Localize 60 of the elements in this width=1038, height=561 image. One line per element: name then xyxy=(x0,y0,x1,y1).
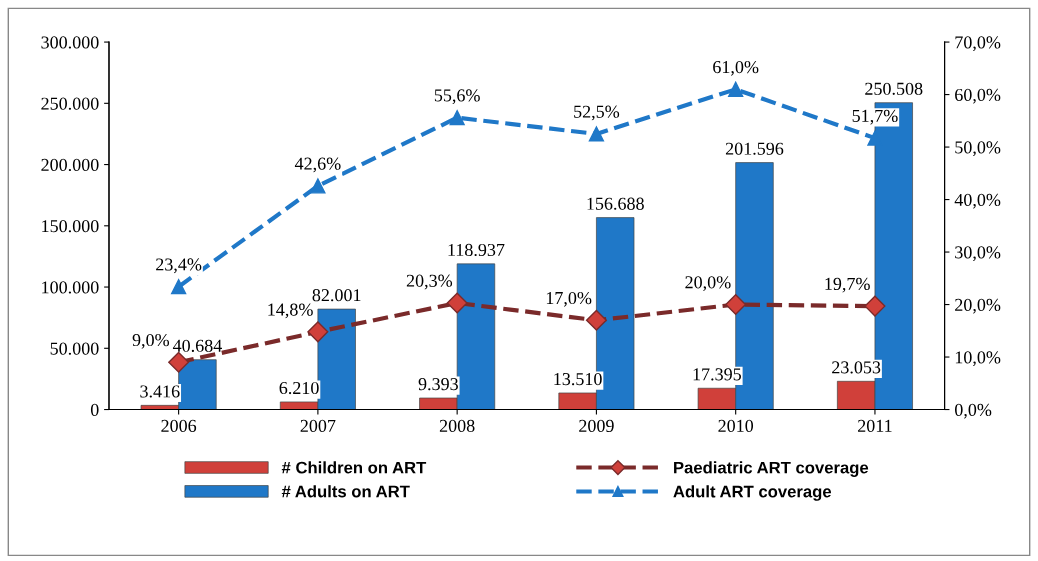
point xyxy=(585,309,607,331)
data-label: 250.508 xyxy=(865,82,923,95)
data-label: 9.393 xyxy=(418,378,458,391)
y-tick-label: 0 xyxy=(90,403,99,416)
x-tick-label: 2006 xyxy=(161,419,197,432)
data-label: 201.596 xyxy=(725,142,784,155)
y2-tick-label: 70,0% xyxy=(955,36,1001,52)
data-label: 9,0% xyxy=(132,333,170,349)
x-tick-label: 2011 xyxy=(858,419,892,432)
y-tick-label: 300.000 xyxy=(41,36,99,49)
data-label: 61,0% xyxy=(713,60,759,76)
data-label: 3.416 xyxy=(140,385,180,398)
y-tick-label: 250.000 xyxy=(41,97,99,110)
data-label: 40.684 xyxy=(172,339,222,352)
y-tick-label: 50.000 xyxy=(50,342,99,355)
data-label: 20,0% xyxy=(685,276,731,291)
data-label: 23.053 xyxy=(832,361,881,374)
point xyxy=(446,292,468,314)
legend-label: # Adults on ART xyxy=(281,485,410,498)
y2-tick-label: 50,0% xyxy=(955,141,1001,157)
y-tick-label: 150.000 xyxy=(42,220,99,233)
data-label: 55,6% xyxy=(434,89,480,105)
data-label: 156.688 xyxy=(587,197,644,210)
legend-label: # Children on ART xyxy=(281,461,427,474)
point xyxy=(864,295,886,317)
legend-label: Adult ART coverage xyxy=(673,485,832,501)
data-label: 42,6% xyxy=(294,157,341,173)
data-label: 82.001 xyxy=(312,289,361,302)
point xyxy=(310,178,326,194)
data-label: 23,4% xyxy=(156,258,202,274)
legend-label: Paediatric ART coverage xyxy=(674,461,869,477)
point xyxy=(168,351,190,373)
point xyxy=(307,321,329,343)
data-label: 17,0% xyxy=(546,291,592,307)
data-label: 52,5% xyxy=(574,105,620,121)
y2-tick-label: 0,0% xyxy=(954,403,992,419)
data-label: 6.210 xyxy=(279,381,319,395)
data-label: 13.510 xyxy=(554,372,602,386)
y2-tick-label: 20,0% xyxy=(955,298,1001,314)
point xyxy=(588,126,605,142)
data-label: 118.937 xyxy=(448,243,505,257)
x-tick-label: 2007 xyxy=(300,419,336,432)
data-label: 51,7% xyxy=(852,109,898,125)
point xyxy=(170,279,187,295)
y-tick-label: 200.000 xyxy=(41,158,99,172)
data-label: 20,3% xyxy=(406,274,453,290)
y2-tick-label: 30,0% xyxy=(955,246,1001,262)
data-label: 19,7% xyxy=(825,277,870,293)
data-label: 14,8% xyxy=(268,303,313,319)
y2-tick-label: 10,0% xyxy=(955,351,1001,367)
y2-tick-label: 60,0% xyxy=(955,88,1001,104)
x-tick-label: 2010 xyxy=(718,419,754,432)
point xyxy=(449,110,465,126)
point xyxy=(728,81,744,97)
y2-tick-label: 40,0% xyxy=(954,193,1001,209)
point xyxy=(725,294,747,316)
y-tick-label: 100.000 xyxy=(42,281,99,294)
x-tick-label: 2009 xyxy=(579,419,614,432)
data-label: 17.395 xyxy=(693,368,741,381)
x-tick-label: 2008 xyxy=(439,419,475,432)
